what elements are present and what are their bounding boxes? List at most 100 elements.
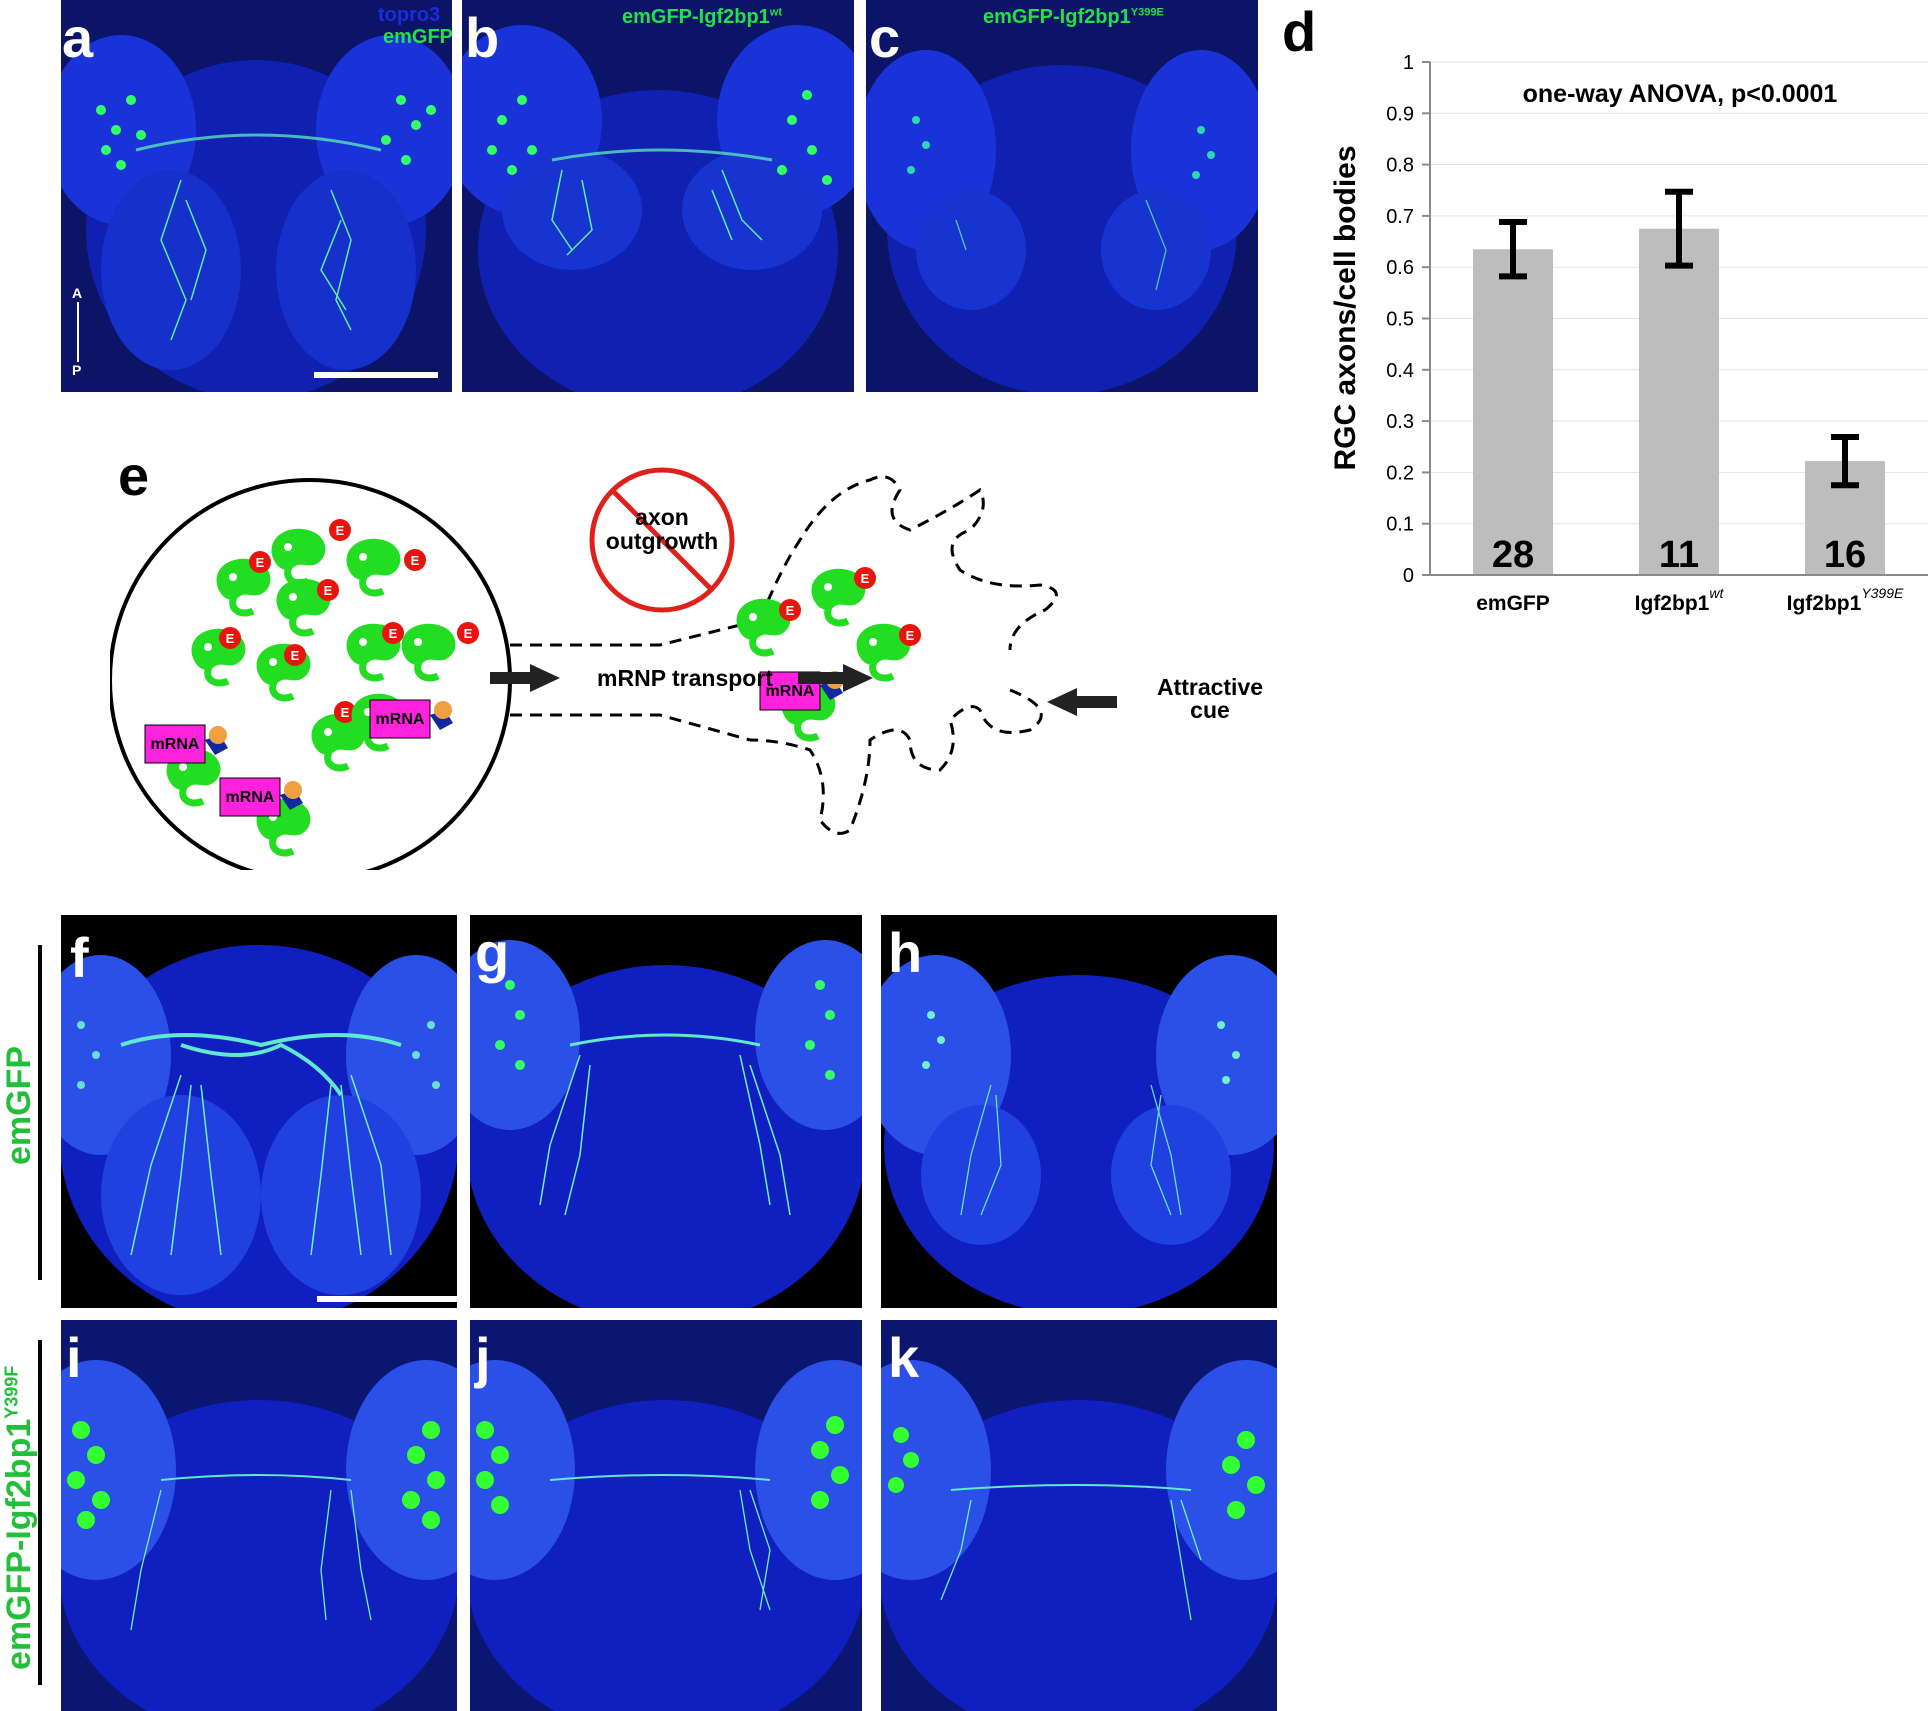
prohibited-label-line1: axon — [635, 504, 689, 530]
panel-c-title: emGFP-Igf2bp1Y399E — [983, 6, 1164, 29]
transport-arrow-icon — [490, 664, 873, 692]
panel-label-j: j — [475, 1326, 491, 1389]
scale-bar-a — [314, 372, 438, 378]
panel-label-f: f — [70, 926, 89, 989]
chart-y-tick-label: 0.2 — [1386, 462, 1414, 484]
chart-y-tick-label: 0.7 — [1386, 206, 1414, 228]
panel-label-g: g — [475, 921, 510, 984]
chart-n-label: 16 — [1824, 534, 1866, 576]
chart-categories: emGFP Igf2bp1wt Igf2bp1Y399E — [1476, 585, 1904, 615]
chart-category-label: Igf2bp1wt — [1635, 585, 1725, 615]
chart-y-tick-label: 1 — [1403, 52, 1414, 74]
panel-i-image — [61, 1320, 457, 1711]
chart-y-tick-label: 0.1 — [1386, 514, 1414, 536]
prohibited-label-line2: outgrowth — [606, 528, 718, 554]
orientation-arrow-icon — [77, 302, 79, 362]
growth-cone-outline — [749, 475, 1058, 835]
panel-h-image — [881, 915, 1277, 1308]
svg-text:mRNA: mRNA — [376, 711, 425, 728]
svg-text:E: E — [861, 571, 870, 586]
attractive-cue-arrow-icon — [1047, 688, 1117, 716]
panel-label-h: h — [888, 921, 923, 984]
panel-c-image — [866, 0, 1258, 392]
orientation-anterior-label: A — [72, 285, 83, 301]
row-i-label-sup: Y399F — [1, 1365, 22, 1419]
panel-g-image — [470, 915, 862, 1308]
growth-cone-proteins: E E E mRNA — [737, 567, 921, 738]
chart-category-sup: Y399E — [1861, 585, 1904, 601]
svg-text:E: E — [389, 626, 398, 641]
row-f-label: emGFP — [0, 1045, 38, 1165]
attractive-cue-label-line1: Attractive — [1157, 674, 1263, 700]
panel-a-stain-label: topro3 — [378, 4, 441, 26]
svg-text:E: E — [786, 603, 795, 618]
tectum-micrograph-f — [61, 915, 457, 1308]
svg-text:mRNA: mRNA — [766, 683, 815, 700]
chart-y-tick-label: 0.9 — [1386, 103, 1414, 125]
panel-b-title-sup: wt — [769, 6, 783, 19]
prohibition-sign-icon — [589, 467, 735, 613]
panel-label-a: a — [62, 6, 94, 69]
svg-text:E: E — [464, 626, 473, 641]
panel-k-image — [881, 1320, 1277, 1711]
chart-bar — [1639, 228, 1719, 575]
panel-c-title-text: emGFP-Igf2bp1 — [983, 6, 1131, 28]
chart-category-sup: wt — [1709, 585, 1724, 601]
mrna-complexes-cell-body: mRNA mRNA mRNA — [144, 694, 453, 853]
svg-text:mRNA: mRNA — [151, 736, 200, 753]
chart-y-tick-label: 0.6 — [1386, 257, 1414, 279]
panel-b-title: emGFP-Igf2bp1wt — [622, 6, 782, 29]
tectum-micrograph-b — [462, 0, 854, 392]
transport-label: mRNP transport — [597, 665, 773, 691]
tectum-micrograph-i — [61, 1320, 457, 1711]
row-f-bracket — [38, 945, 42, 1280]
panel-a-gfp-label: emGFP — [383, 26, 454, 48]
svg-text:E: E — [226, 631, 235, 646]
tectum-micrograph-g — [470, 915, 862, 1308]
chart-y-tick-label: 0.3 — [1386, 411, 1414, 433]
chart-y-tick-label: 0.4 — [1386, 360, 1414, 382]
tectum-micrograph-j — [470, 1320, 862, 1711]
chart-y-tick-label: 0.5 — [1386, 309, 1414, 331]
row-i-label-text: emGFP-Igf2bp1 — [0, 1418, 38, 1670]
svg-text:E: E — [291, 648, 300, 663]
attractive-cue-label-line2: cue — [1190, 697, 1230, 723]
orientation-posterior-label: P — [72, 362, 82, 378]
scale-bar-f — [317, 1296, 457, 1302]
panel-label-k: k — [888, 1326, 920, 1389]
tectum-micrograph-a — [61, 0, 452, 392]
chart-y-tick-label: 0 — [1403, 565, 1414, 587]
panel-label-e: e — [118, 444, 150, 507]
chart-bars: 28 11 16 — [1473, 188, 1885, 576]
chart-annotation: one-way ANOVA, p<0.0001 — [1523, 80, 1838, 108]
tectum-micrograph-c — [866, 0, 1258, 392]
axon-shaft-outline — [510, 618, 761, 742]
chart-n-label: 11 — [1659, 534, 1699, 576]
panel-label-d: d — [1282, 0, 1317, 63]
svg-text:E: E — [411, 553, 420, 568]
svg-text:E: E — [256, 555, 265, 570]
svg-text:E: E — [324, 583, 333, 598]
svg-text:E: E — [336, 523, 345, 538]
chart-y-ticks: 0 0.1 0.2 0.3 0.4 0.5 0.6 0.7 0.8 0.9 1 — [1386, 52, 1430, 587]
panel-j-image — [470, 1320, 862, 1711]
chart-category-label: Igf2bp1Y399E — [1787, 585, 1904, 615]
panel-c-title-sup: Y399E — [1130, 6, 1164, 19]
mrnp-transport-diagram: E E E E E E E E E mRNA mRNA mRNA E E E m… — [110, 467, 1263, 870]
chart-category-label: emGFP — [1476, 592, 1550, 615]
panel-label-b: b — [465, 6, 500, 69]
chart-y-tick-label: 0.8 — [1386, 155, 1414, 177]
e-badges: E E E E E E E E E — [219, 519, 479, 723]
row-i-bracket — [38, 1340, 42, 1685]
svg-text:E: E — [906, 628, 915, 643]
chart-y-label: RGC axons/cell bodies — [1329, 145, 1362, 470]
svg-text:mRNA: mRNA — [226, 789, 275, 806]
panel-label-c: c — [869, 6, 901, 69]
svg-text:E: E — [341, 705, 350, 720]
chart-bar — [1473, 249, 1553, 575]
tectum-micrograph-h — [881, 915, 1277, 1308]
chart-n-label: 28 — [1492, 534, 1534, 576]
panel-label-i: i — [66, 1326, 82, 1389]
panel-a-image — [61, 0, 452, 392]
panel-f-image — [61, 915, 457, 1308]
